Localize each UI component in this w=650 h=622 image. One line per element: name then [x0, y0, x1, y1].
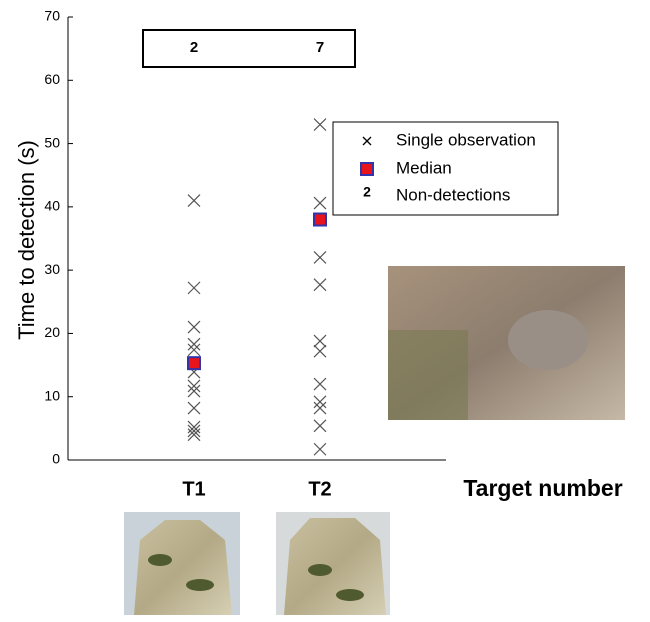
non-detection-count: 2	[190, 39, 198, 56]
x-axis-label: Target number	[463, 475, 622, 501]
x-tick-label: T2	[308, 478, 331, 500]
observation-marker	[314, 420, 326, 432]
legend-median-icon	[361, 163, 373, 175]
observation-marker	[314, 345, 326, 357]
photo-scene	[388, 266, 625, 420]
observation-marker	[314, 443, 326, 455]
y-tick-label: 10	[44, 387, 60, 403]
observation-marker	[314, 402, 326, 414]
observation-marker	[188, 195, 200, 207]
observation-marker	[314, 396, 326, 408]
observation-marker	[314, 378, 326, 390]
observation-marker	[314, 335, 326, 347]
observation-marker	[188, 282, 200, 294]
photo-target-1	[124, 512, 240, 615]
y-tick-label: 70	[44, 8, 60, 24]
y-tick-label: 40	[44, 198, 60, 214]
chart: Time to detection (s) Target number 0 10 2…	[0, 0, 650, 617]
legend-label: Single observation	[396, 130, 536, 149]
observation-marker	[188, 338, 200, 350]
observation-marker	[314, 279, 326, 291]
y-tick-label: 30	[44, 261, 60, 277]
observation-marker	[188, 321, 200, 333]
observation-marker	[188, 385, 200, 397]
y-axis-label: Time to detection (s)	[14, 140, 39, 340]
non-detection-count: 7	[316, 39, 324, 56]
observation-marker	[188, 380, 200, 392]
observation-marker	[188, 402, 200, 414]
legend-nondetection-icon: 2	[363, 184, 371, 200]
median-marker	[314, 214, 326, 226]
x-tick-label: T1	[182, 478, 205, 500]
photo-target-2	[276, 512, 390, 615]
observation-marker	[188, 344, 200, 356]
observation-marker	[314, 197, 326, 209]
median-marker	[188, 357, 200, 369]
legend-label: Median	[396, 158, 452, 177]
observation-marker	[314, 119, 326, 131]
y-tick-label: 20	[44, 324, 60, 340]
legend-label: Non-detections	[396, 185, 510, 204]
y-tick-label: 60	[44, 71, 60, 87]
observation-marker	[314, 251, 326, 263]
y-tick-label: 50	[44, 134, 60, 150]
y-tick-label: 0	[52, 451, 60, 467]
